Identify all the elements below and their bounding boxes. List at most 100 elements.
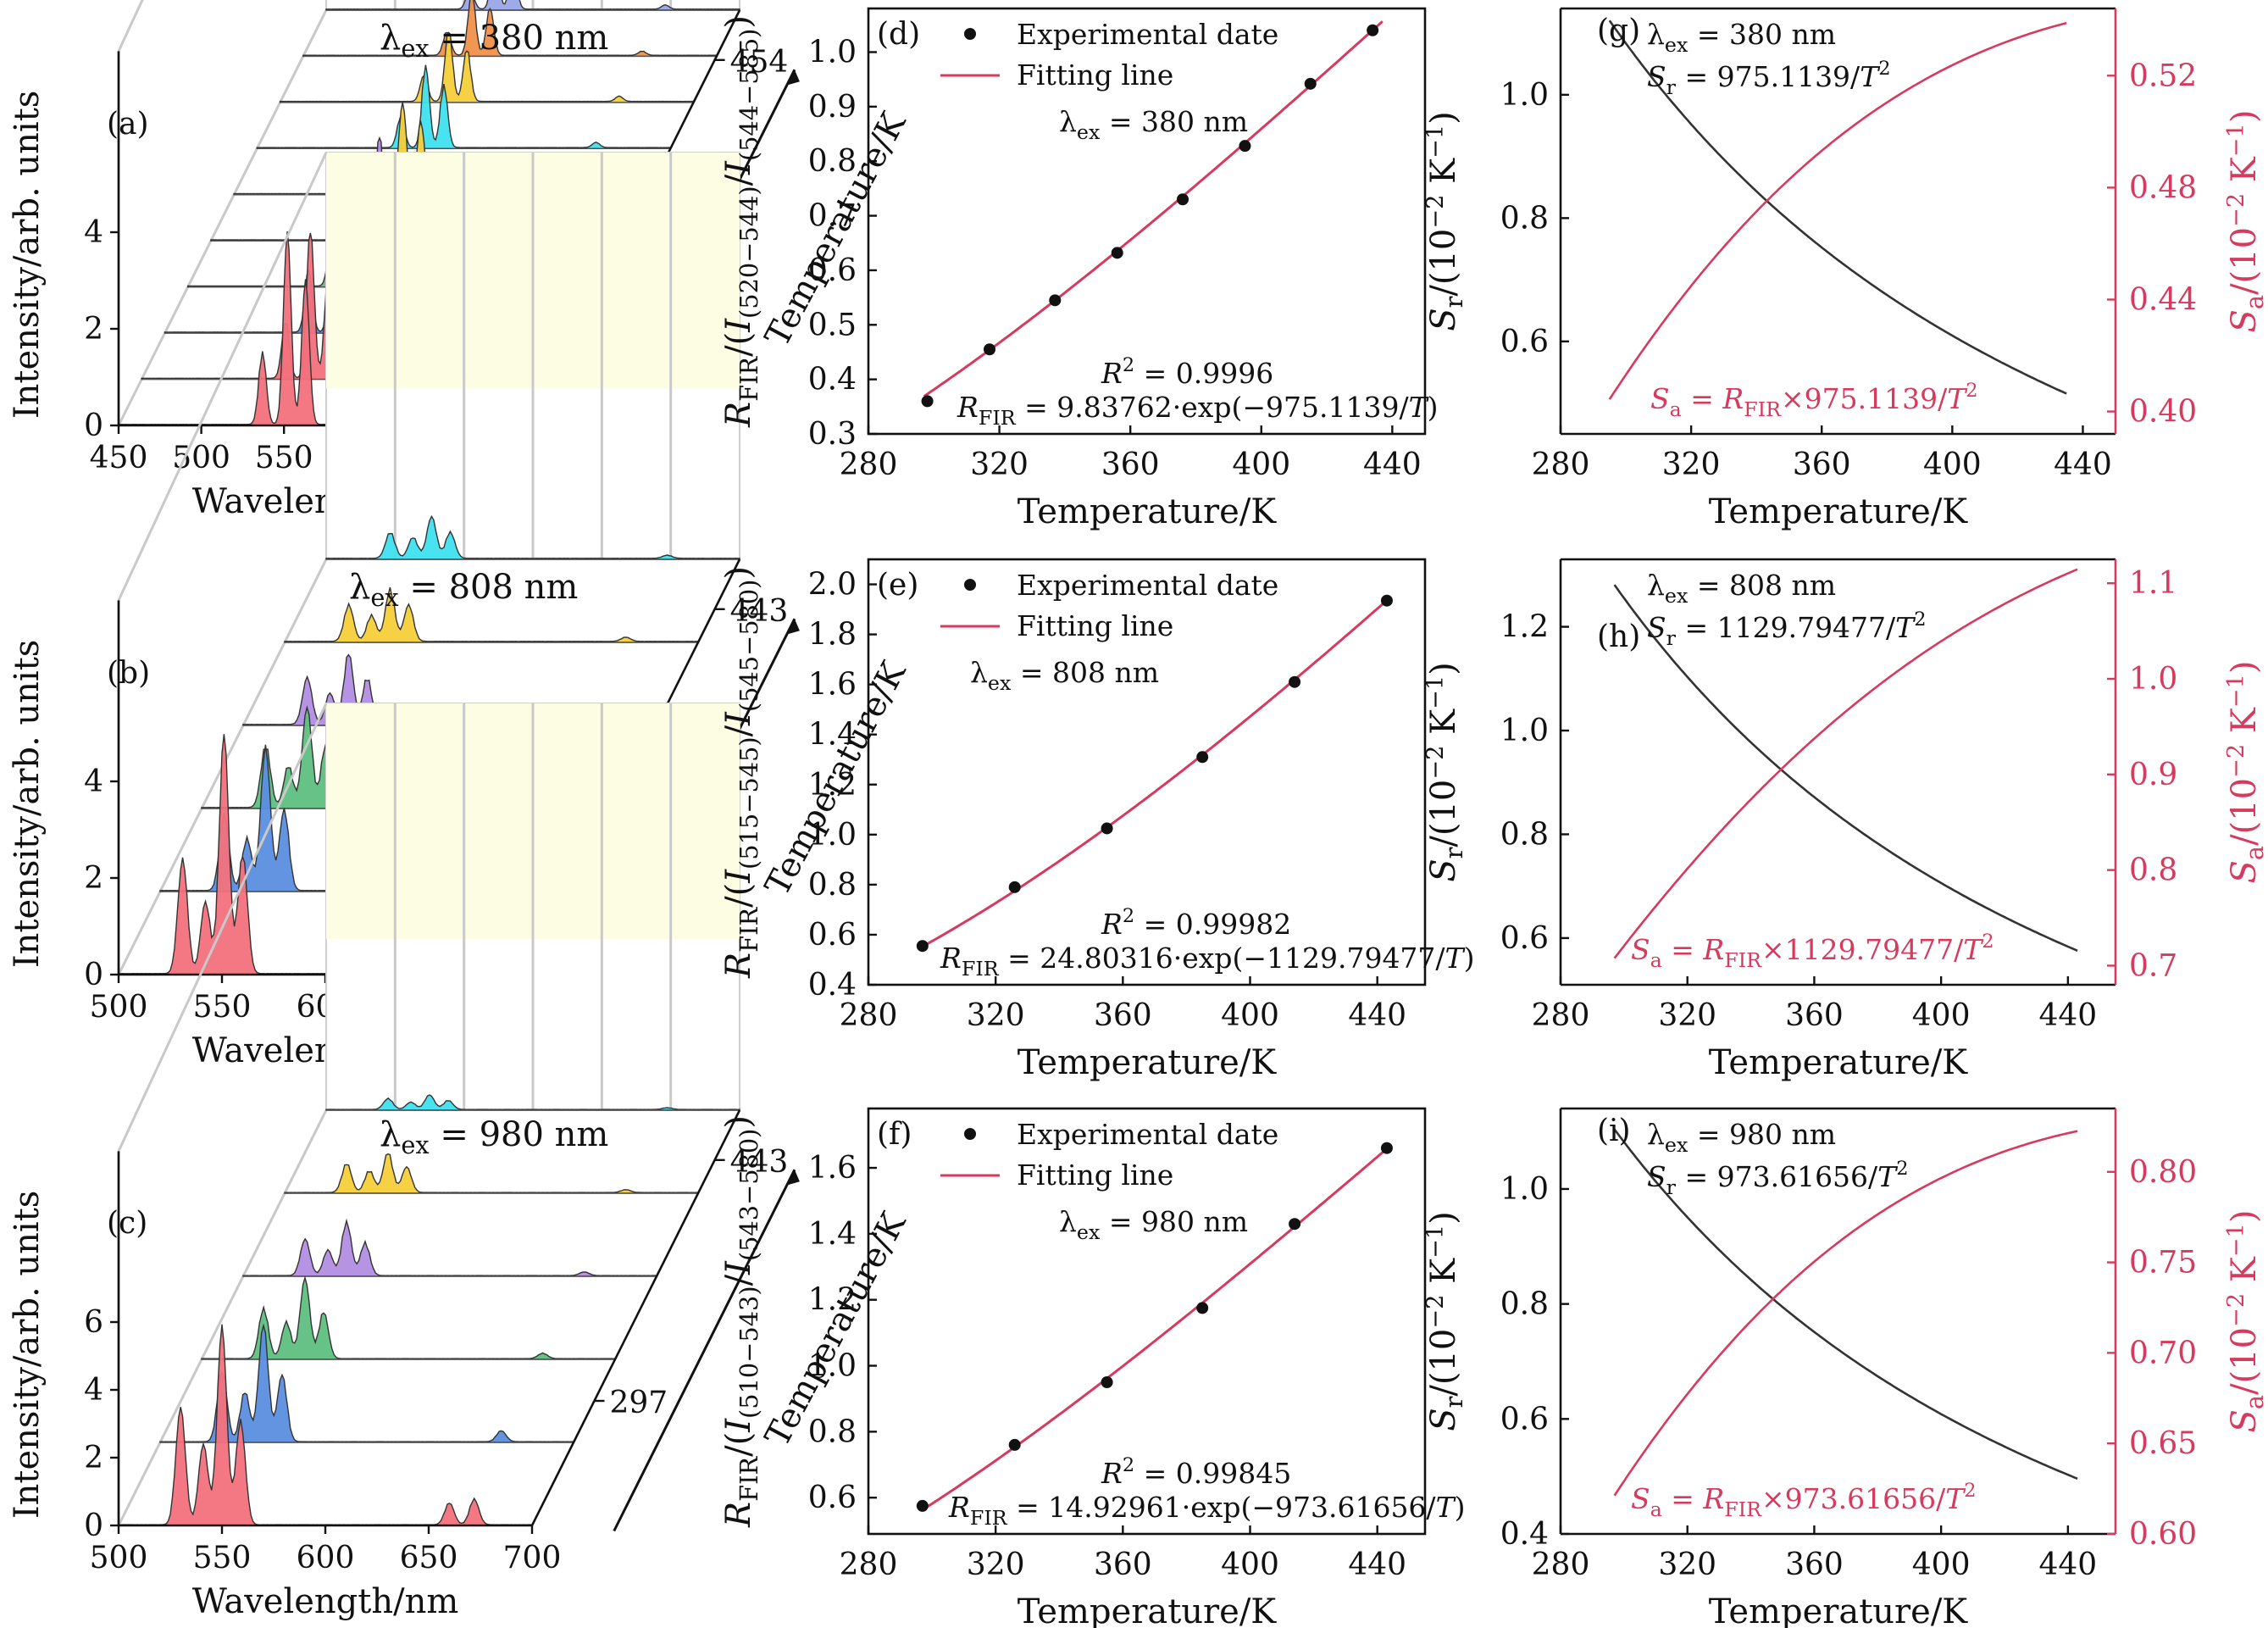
text-part: FIR [735,1456,763,1502]
sensitivity-panel-g: 280 320 360 400 440 0.6 0.8 1.0 0.40 0.44 0.48 0.52… [1422,7,2268,531]
text-part: T [1963,933,1984,966]
text-part: FIR [979,406,1017,430]
text-part: FIR [1744,397,1782,421]
y-axis-label: Intensity/arb. units [8,1191,47,1519]
text-part: a [1650,1497,1662,1521]
y-tick-label: 0.8 [1500,1287,1549,1322]
text-part: R [1101,908,1123,941]
text-part: /(10 [1424,1329,1463,1397]
sa-curve [1613,1130,2078,1497]
floor-edge [117,9,328,426]
excitation-annotation: λex = 380 nm [1647,18,1836,57]
x-axis-label: Wavelength/nm [192,1582,459,1621]
text-part: = 980 nm [430,1115,609,1154]
text-part: S [1647,611,1666,644]
y2-tick-label: 0.52 [2129,58,2197,93]
x-tick-label: 360 [1793,447,1851,482]
sa-curve [1613,568,2078,959]
spectrum-slice [159,1323,574,1443]
text-part: T [1877,1160,1899,1193]
data-point [1380,1142,1393,1154]
panel-label: (d) [877,17,920,52]
x-tick-label: 280 [1532,1547,1590,1582]
x-tick-label: 550 [193,1541,252,1575]
data-point [1289,1218,1301,1231]
panel-label: (h) [1597,620,1640,654]
x-tick-label: 440 [2054,447,2112,482]
y-tick-label: 0.6 [808,918,857,953]
text-part: −1 [1422,1225,1449,1259]
r-squared-annotation: R2 = 0.99982 [1101,905,1291,941]
legend-marker-points [964,1128,976,1140]
text-part: / [719,174,758,186]
text-part: /(10 [1424,229,1463,297]
fit-line [922,599,1388,948]
text-part: T [1947,382,1968,415]
sensitivity-panel-i: 280 320 360 400 440 0.4 0.6 0.8 1.0 0.60 0.65 0.70 0… [1422,1107,2268,1628]
data-point [921,395,934,408]
text-part: λ [1647,1118,1665,1151]
text-part: K [2225,707,2264,744]
text-part: a [2240,295,2268,309]
y2-tick-label: 0.65 [2129,1426,2197,1461]
panel-label: (a) [107,107,149,142]
x-axis-label: Temperature/K [1018,1043,1278,1082]
data-point [1196,751,1209,764]
x-tick-label: 440 [2038,998,2097,1033]
spectrum-slice [325,0,740,11]
y-tick-label: 1.0 [1500,78,1549,113]
text-part: −2 [1422,746,1449,780]
text-part: = 24.80316·exp(−1129.79477/ [999,942,1446,975]
text-part: ex [1077,120,1101,144]
text-part: λ [1059,105,1077,138]
x-tick-label: 360 [1094,998,1152,1033]
side-wall-edge [117,0,144,53]
y2-tick-label: 0.80 [2129,1155,2197,1190]
text-part: R [1101,1457,1123,1490]
y-tick-label: 0.8 [808,1414,857,1449]
z-tick-label: 454 [730,45,789,80]
y-axis-label: RFIR/(I(520−544)/I(544−585)) [719,15,763,428]
z-tick-label: 443 [730,1145,789,1180]
text-part: −1 [1422,125,1449,158]
y-tick-label: 0.8 [1500,817,1549,852]
text-part: S [1631,933,1650,966]
text-part: R [1722,382,1744,415]
x-tick-label: 600 [297,1541,355,1575]
spectrum-slice [201,1275,616,1360]
text-part: 2 [1878,58,1890,80]
x-tick-label: 360 [1101,447,1160,482]
y-tick-label: 0.4 [808,363,857,397]
data-point [1304,77,1317,90]
text-part: FIR [735,907,763,953]
text-part: S [1424,308,1463,331]
text-part: (545−580) [735,580,763,713]
text-part: S [1647,60,1666,93]
excitation-annotation: λex = 980 nm [1647,1118,1836,1157]
waterfall-panel-c: 500 550 600 650 700 0 2 4 6 297 443 Wavelength/nm In… [8,703,914,1621]
text-part: a [1650,948,1662,972]
y-axis-label: Intensity/arb. units [8,91,47,419]
text-part: I [719,318,758,333]
text-part: ) [719,1115,758,1129]
text-part: I [719,1418,758,1433]
x-axis-label: Temperature/K [1709,1592,1969,1628]
text-part: 2 [1123,905,1134,927]
sa-equation: Sa = RFIR×975.1139/T2 [1650,380,1978,421]
text-part: /( [719,332,758,357]
text-part: /(10 [2225,227,2264,295]
y2-tick-label: 0.8 [2129,853,2177,888]
text-part: ) [1455,1491,1466,1524]
text-part: K [1424,708,1463,746]
text-part: ) [1424,111,1463,125]
text-part: FIR [735,356,763,402]
spectrum-slice [242,1218,657,1277]
r-squared-annotation: R2 = 0.9996 [1101,354,1273,390]
y-tick-label: 1.4 [808,718,857,753]
z-arrow-head [787,1170,800,1186]
y-tick-label: 0.8 [808,144,857,179]
x-tick-label: 500 [90,1541,148,1575]
fit-panel-d: 280 320 360 400 440 0.3 0.4 0.5 0.6 0.7 0.8 0.9 1.0 E… [719,7,1438,531]
z-axis [530,1109,741,1526]
text-part: / [719,1274,758,1286]
